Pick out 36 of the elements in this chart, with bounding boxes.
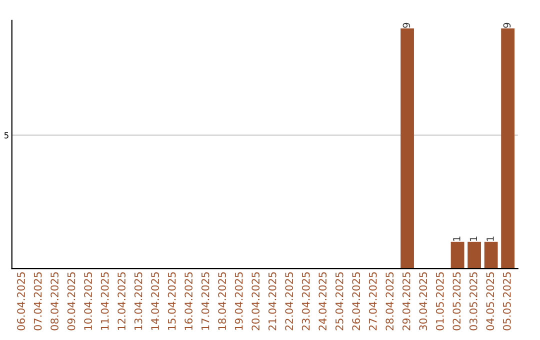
data-label: 9 (503, 22, 511, 28)
x-tick-label: 02.05.2025 (452, 272, 461, 330)
x-tick-label: 21.04.2025 (268, 272, 276, 330)
x-tick-label: 30.04.2025 (419, 272, 428, 330)
x-tick-label: 22.04.2025 (285, 272, 294, 330)
x-tick-label: 17.04.2025 (201, 272, 210, 330)
x-tick-label: 16.04.2025 (184, 272, 192, 330)
x-tick-label: 08.04.2025 (50, 272, 58, 330)
data-label: 9 (402, 22, 410, 28)
x-tick-label: 11.04.2025 (100, 272, 109, 330)
data-label: 1 (470, 236, 477, 241)
x-tick-label: 05.05.2025 (502, 272, 511, 330)
x-tick-label: 28.04.2025 (386, 272, 394, 330)
x-tick-label: 20.04.2025 (252, 272, 260, 330)
x-tick-label: 18.04.2025 (218, 272, 226, 330)
x-tick-label: 07.04.2025 (34, 272, 42, 330)
x-tick-label: 04.05.2025 (486, 272, 494, 330)
x-tick-label: 14.04.2025 (151, 272, 159, 330)
x-tick-label: 25.04.2025 (335, 272, 344, 330)
x-tick-label: 03.05.2025 (469, 272, 478, 330)
x-tick-label: 29.04.2025 (402, 272, 410, 330)
x-tick-label: 06.04.2025 (17, 272, 25, 330)
x-tick-label: 10.04.2025 (84, 272, 92, 330)
data-label: 1 (453, 236, 460, 241)
y-tick-label: 5 (4, 132, 8, 138)
x-tick-label: 12.04.2025 (118, 272, 126, 330)
x-tick-label: 27.04.2025 (368, 272, 377, 330)
x-tick-label: 15.04.2025 (168, 272, 176, 330)
data-label: 1 (486, 236, 494, 241)
x-tick-label: 13.04.2025 (134, 272, 142, 330)
x-tick-label: 26.04.2025 (352, 272, 360, 330)
x-tick-label: 19.04.2025 (234, 272, 243, 330)
x-tick-label: 23.04.2025 (302, 272, 310, 330)
x-tick-label: 01.05.2025 (436, 272, 444, 330)
x-tick-label: 09.04.2025 (67, 272, 76, 330)
x-tick-label: 24.04.2025 (318, 272, 327, 330)
